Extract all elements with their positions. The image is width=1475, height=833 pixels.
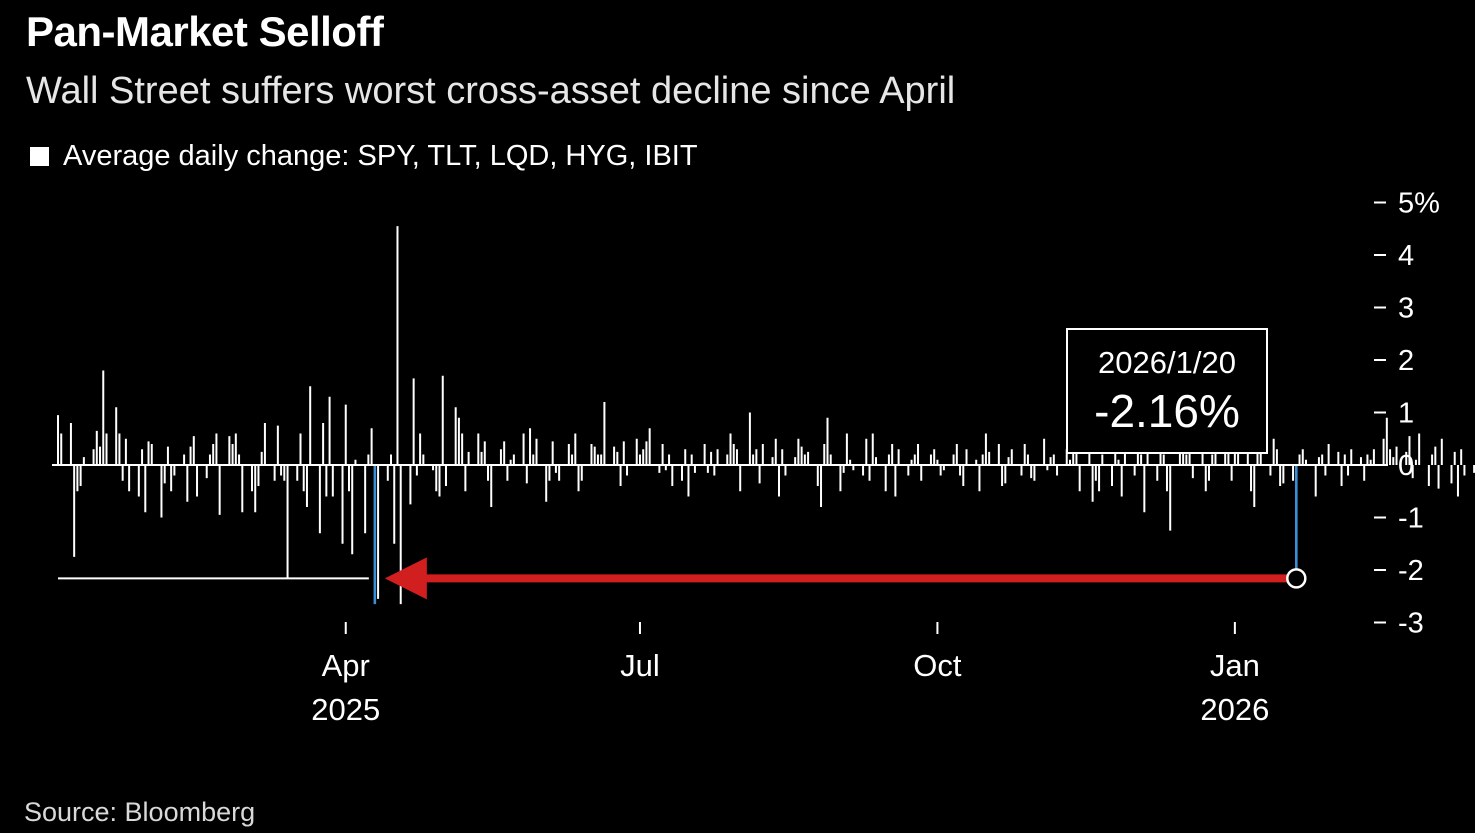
x-tick-label: Oct [913,648,962,683]
endpoint-marker [1286,568,1307,589]
x-tick-year-label: 2025 [311,692,380,727]
chart-source: Source: Bloomberg [24,797,256,827]
y-tick-label: 2 [1398,345,1414,377]
y-tick-label: -2 [1398,555,1424,587]
red-arrow [384,557,1307,600]
x-axis: Apr 2025 Jul Oct Jan 2026 [311,622,1269,727]
chart-title: Pan-Market Selloff [26,8,384,55]
legend-swatch [30,147,49,166]
x-tick-label: Apr [322,648,370,683]
x-tick-label: Jul [620,648,660,683]
chart-legend: Average daily change: SPY, TLT, LQD, HYG… [30,140,698,173]
y-tick-label: -3 [1398,608,1424,640]
callout-date: 2026/1/20 [1098,345,1236,380]
y-tick-label: 3 [1398,293,1414,325]
y-tick-label: 4 [1398,240,1414,272]
y-tick-label: 0 [1398,450,1414,482]
x-tick-label: Jan [1210,648,1260,683]
y-tick-label: -1 [1398,503,1424,535]
x-tick-year-label: 2026 [1200,692,1269,727]
callout-value: -2.16% [1094,385,1240,437]
arrow-head [384,557,427,600]
bar-series [57,226,1475,605]
y-axis: 5% 4 3 2 1 0 -1 -2 -3 [1374,188,1440,640]
chart-subtitle: Wall Street suffers worst cross-asset de… [26,70,956,112]
legend-label: Average daily change: SPY, TLT, LQD, HYG… [63,140,698,172]
value-callout: 2026/1/20 -2.16% [1066,328,1268,454]
y-tick-label: 5% [1398,188,1440,220]
y-tick-label: 1 [1398,398,1414,430]
callout-box [1066,328,1268,454]
